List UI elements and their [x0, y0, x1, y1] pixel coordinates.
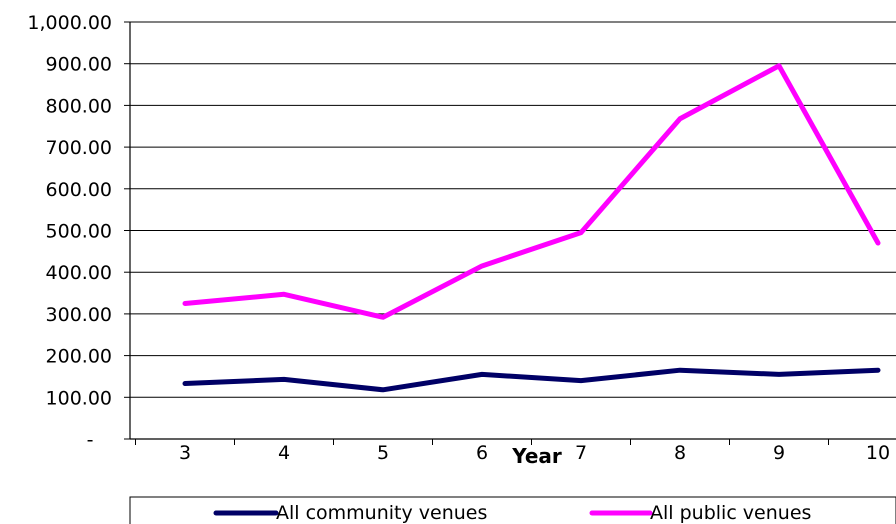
y-tick-label: 900.00 [46, 54, 112, 76]
y-tick-label: 800.00 [46, 95, 112, 117]
x-tick-label: 8 [674, 442, 686, 464]
series-lines [185, 66, 878, 390]
series-line-community [185, 370, 878, 390]
gridlines [130, 22, 896, 397]
y-tick-label: 200.00 [46, 346, 112, 368]
legend-label-public: All public venues [650, 502, 811, 524]
y-tick-labels: - 100.00 200.00 300.00 400.00 500.00 600.00 700… [27, 12, 130, 451]
x-axis-title: Year [511, 444, 562, 468]
y-tick-label: 700.00 [46, 137, 112, 159]
y-tick-label: - [87, 429, 94, 451]
legend: All community venues All public venues [130, 497, 896, 524]
series-line-public [185, 66, 878, 317]
y-tick-label: 300.00 [46, 304, 112, 326]
x-tick-label: 4 [278, 442, 290, 464]
x-tick-label: 7 [575, 442, 587, 464]
x-tick-label: 9 [773, 442, 785, 464]
x-tick-label: 6 [476, 442, 488, 464]
legend-label-community: All community venues [276, 502, 487, 524]
x-tick-label: 3 [179, 442, 191, 464]
x-tick-label: 10 [866, 442, 890, 464]
y-tick-label: 100.00 [46, 387, 112, 409]
x-tick-label: 5 [377, 442, 389, 464]
y-tick-label: 400.00 [46, 262, 112, 284]
y-tick-label: 500.00 [46, 221, 112, 243]
y-tick-label: 600.00 [46, 179, 112, 201]
y-tick-label: 1,000.00 [27, 12, 112, 34]
